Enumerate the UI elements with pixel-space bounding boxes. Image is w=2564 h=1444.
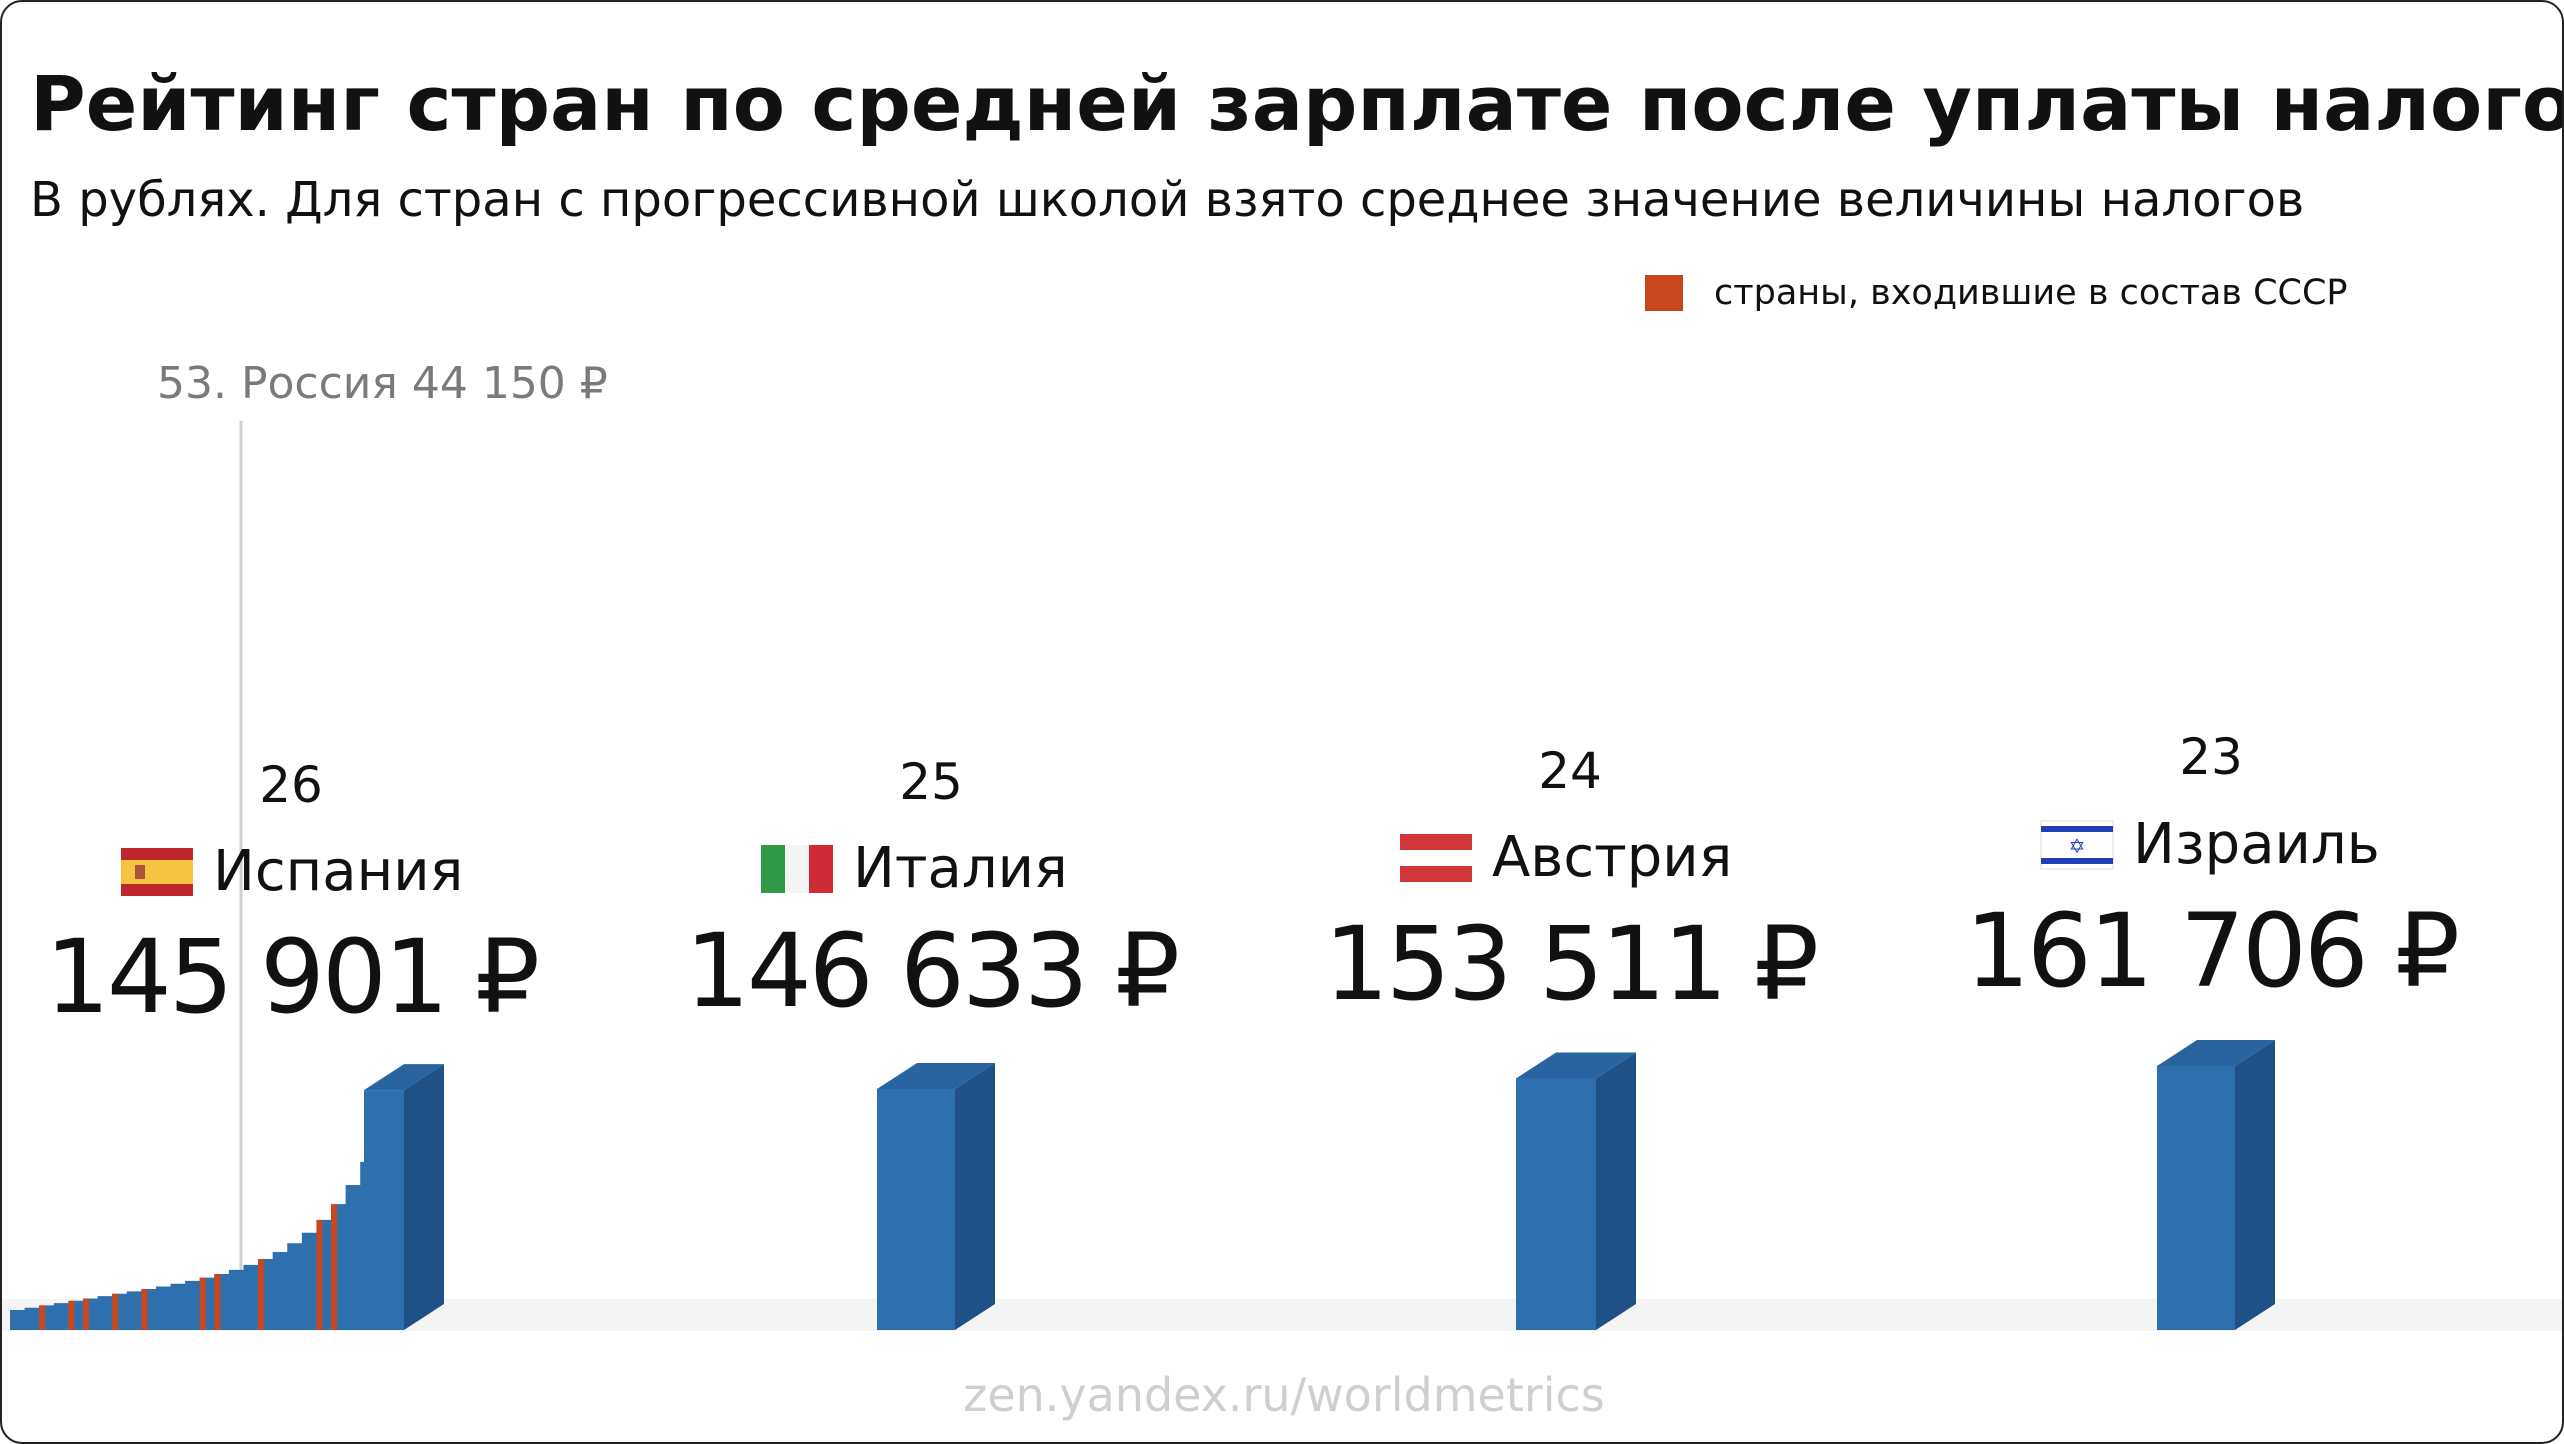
bar-front [1516,1078,1596,1330]
ussr-country-bar [258,1259,265,1330]
bar-top [877,1062,995,1089]
chart-subtitle: В рублях. Для стран с прогрессивной школ… [30,172,2304,228]
value-label: 145 901 ₽ [45,918,537,1037]
bar-side [404,1064,444,1330]
bar-side [2235,1039,2275,1330]
cluster-bars-front [10,1100,404,1330]
italy-flag-icon [761,845,833,893]
bar-labels: 26 Испания 145 901 ₽ 25 Италия 146 633 ₽ 24 Авс… [45,728,2460,1037]
country-name: Италия [853,836,1068,901]
bar-front [2157,1065,2235,1330]
ussr-country-bar [316,1219,323,1330]
ussr-country-bar [214,1274,221,1330]
bar-spain [364,1064,444,1330]
rank-label: 25 [899,753,963,811]
spain-flag-icon [121,848,193,896]
bar-austria [1516,1052,1636,1330]
bar-front [877,1088,955,1330]
bar-italy [877,1062,995,1330]
ussr-country-bar [82,1298,89,1330]
value-label: 153 511 ₽ [1324,905,1816,1024]
rank-label: 23 [2179,728,2243,786]
value-label: 146 633 ₽ [685,912,1177,1031]
rank-label: 24 [1538,742,1602,800]
bar-top [364,1064,444,1091]
rank-label: 26 [259,756,323,814]
russia-annotation: 53. Россия 44 150 ₽ [157,358,608,409]
bar-side [1596,1052,1636,1330]
ussr-country-bar [39,1305,46,1330]
ussr-country-bar [331,1204,338,1330]
ussr-country-bar [112,1293,119,1330]
legend-label: страны, входившие в состав СССР [1714,273,2348,313]
highlighted-bars [364,1039,2275,1330]
bar-front [364,1090,404,1330]
bar-israel [2157,1039,2275,1330]
value-label: 161 706 ₽ [1965,892,2457,1011]
country-name: Израиль [2133,812,2380,877]
bar-side [955,1062,995,1330]
ussr-country-bar [199,1277,206,1330]
austria-flag-icon [1400,834,1472,882]
svg-text:✡: ✡ [2069,834,2086,858]
country-name: Испания [213,839,463,904]
bar-top [1516,1052,1636,1079]
chart-title: Рейтинг стран по средней зарплате после … [30,59,2564,148]
watermark: zen.yandex.ru/worldmetrics [963,1368,1605,1422]
ussr-country-bar [141,1288,148,1330]
bar-top [2157,1039,2275,1066]
other-countries-bars [10,1100,404,1330]
legend-swatch [1645,275,1683,311]
country-name: Австрия [1492,825,1732,890]
ussr-country-bar [68,1300,75,1330]
israel-flag-icon: ✡ [2040,820,2114,870]
